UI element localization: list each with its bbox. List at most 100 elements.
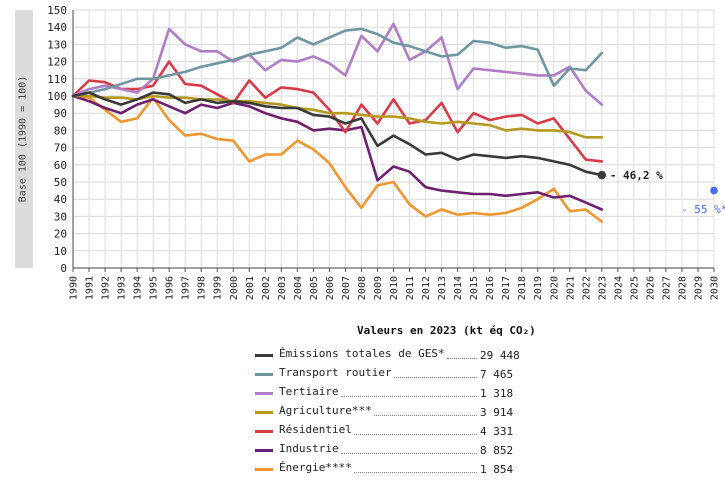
legend-leader [393, 377, 477, 378]
legend-value: 4 331 [480, 425, 514, 438]
legend-label: Agriculture*** [279, 404, 372, 417]
series-line [71, 94, 604, 139]
x-tick-label: 2009 [373, 276, 384, 300]
legend-swatch [255, 392, 273, 395]
x-tick-label: 1999 [213, 276, 224, 300]
y-tick-label: 70 [54, 142, 67, 155]
series-line [71, 60, 604, 163]
legend-value: 1 854 [480, 463, 514, 476]
y-tick-label: 150 [47, 4, 67, 17]
legend-title: Valeurs en 2023 (kt éq CO₂) [357, 324, 536, 337]
y-tick-label: 80 [54, 124, 67, 137]
legend-item: Énergie**** 1 854 [255, 460, 555, 479]
legend-swatch [255, 468, 273, 471]
y-tick-label: 110 [47, 73, 67, 86]
x-tick-label: 2010 [389, 276, 400, 300]
series-lines [71, 22, 604, 223]
x-tick-label: 1991 [85, 276, 96, 300]
y-tick-label: 0 [60, 262, 67, 275]
series-line [71, 91, 604, 177]
x-tick-label: 1995 [149, 276, 160, 300]
x-tick-label: 1996 [165, 276, 176, 300]
legend-value: 7 465 [480, 368, 514, 381]
legend-label: Transport routier [279, 366, 392, 379]
x-tick-label: 2026 [645, 276, 656, 300]
target-marker [710, 186, 718, 195]
x-tick-label: 2003 [277, 276, 288, 300]
x-tick-label: 1992 [101, 276, 112, 300]
x-tick-label: 2002 [261, 276, 272, 300]
x-tick-label: 2017 [501, 276, 512, 300]
y-tick-label: 120 [47, 56, 67, 69]
y-tick-label: 10 [54, 245, 67, 258]
x-tick-label: 2021 [565, 276, 576, 300]
x-tick-label: 2001 [245, 276, 256, 300]
legend-leader [446, 358, 477, 359]
target-label: - 55 %* [681, 203, 725, 216]
legend-swatch [255, 354, 273, 357]
x-tick-label: 2006 [325, 276, 336, 300]
series-line [71, 94, 604, 223]
legend-leader [340, 453, 477, 454]
legend-leader [353, 434, 477, 435]
y-tick-label: 50 [54, 176, 67, 189]
x-tick-label: 1998 [197, 276, 208, 300]
x-tick-label: 2004 [293, 276, 304, 300]
legend: Valeurs en 2023 (kt éq CO₂) Émissions to… [255, 324, 555, 479]
x-tick-label: 2018 [517, 276, 528, 300]
x-tick-label: 2024 [613, 276, 624, 300]
y-tick-label: 60 [54, 159, 67, 172]
legend-value: 1 318 [480, 387, 514, 400]
legend-item: Émissions totales de GES* 29 448 [255, 346, 555, 365]
x-tick-label: 2029 [693, 276, 704, 300]
annotation-label: - 46,2 % [610, 169, 663, 182]
legend-leader [353, 472, 477, 473]
y-tick-label: 30 [54, 210, 67, 223]
endpoint-marker [597, 170, 607, 180]
x-tick-label: 2008 [357, 276, 368, 300]
x-tick-label: 1997 [181, 276, 192, 300]
axes: 0 10 20 30 40 50 60 70 80 90 100 110 120 130 140 150 199… [47, 4, 720, 300]
legend-label: Énergie**** [279, 461, 352, 474]
legend-swatch [255, 449, 273, 452]
x-tick-label: 2020 [549, 276, 560, 300]
x-tick-label: 2014 [453, 276, 464, 300]
x-tick-label: 2013 [437, 276, 448, 300]
y-tick-label: 90 [54, 107, 67, 120]
x-tick-label: 2000 [229, 276, 240, 300]
series-line [71, 27, 604, 98]
legend-item: Transport routier 7 465 [255, 365, 555, 384]
legend-value: 8 852 [480, 444, 514, 457]
y-tick-label: 20 [54, 228, 67, 241]
x-tick-label: 2022 [581, 276, 592, 300]
y-tick-label: 140 [47, 21, 67, 34]
x-tick-label: 2019 [533, 276, 544, 300]
x-tick-label: 1994 [133, 276, 144, 300]
grid [72, 9, 715, 269]
y-tick-label: 100 [47, 90, 67, 103]
legend-swatch [255, 373, 273, 376]
x-tick-label: 2012 [421, 276, 432, 300]
legend-swatch [255, 430, 273, 433]
x-tick-label: 2016 [485, 276, 496, 300]
legend-item: Agriculture*** 3 914 [255, 403, 555, 422]
legend-value: 3 914 [480, 406, 514, 419]
x-tick-label: 2023 [597, 276, 608, 300]
series-line [71, 94, 604, 211]
x-tick-label: 2011 [405, 276, 416, 300]
y-tick-label: 40 [54, 193, 67, 206]
legend-item: Tertiaire 1 318 [255, 384, 555, 403]
legend-label: Résidentiel [279, 423, 352, 436]
x-tick-label: 2025 [629, 276, 640, 300]
x-tick-label: 2005 [309, 276, 320, 300]
x-tick-label: 2015 [469, 276, 480, 300]
x-tick-label: 1990 [69, 276, 80, 300]
y-tick-label: 130 [47, 38, 67, 51]
legend-swatch [255, 411, 273, 414]
legend-value: 29 448 [480, 349, 520, 362]
x-tick-label: 1993 [117, 276, 128, 300]
legend-label: Industrie [279, 442, 339, 455]
legend-item: Résidentiel 4 331 [255, 422, 555, 441]
y-axis-label-box [15, 10, 33, 268]
